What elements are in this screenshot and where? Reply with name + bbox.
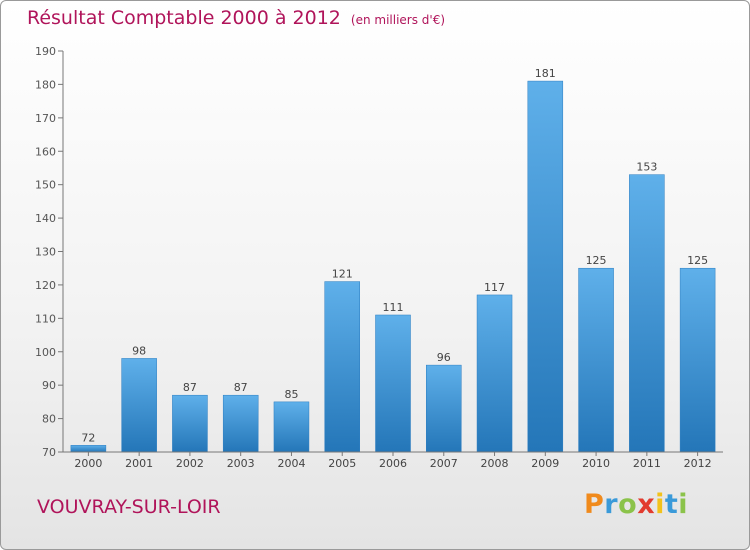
bar-2010 xyxy=(578,267,614,453)
x-axis: 2000 2001 2002 2003 2004 2005 2006 2007 2008 2009… xyxy=(63,451,723,470)
bar-2001 xyxy=(121,358,157,453)
y-tick-label: 150 xyxy=(35,179,56,192)
x-tick-label-2003: 2003 xyxy=(227,457,255,470)
x-tick-label-2004: 2004 xyxy=(277,457,305,470)
chart-title: Résultat Comptable 2000 à 2012 (en millie… xyxy=(27,7,445,29)
chart-unit: (en milliers d'€) xyxy=(350,13,446,27)
data-label-2004: 85 xyxy=(284,388,298,401)
bar-2004 xyxy=(273,401,310,453)
bar-2003 xyxy=(222,394,259,453)
proxiti-logo: Proxiti xyxy=(584,489,689,520)
y-tick-label: 140 xyxy=(35,212,56,225)
data-label-2011: 153 xyxy=(636,161,657,174)
bar-2012 xyxy=(679,267,716,453)
y-tick-label: 130 xyxy=(35,246,56,259)
data-label-2002: 87 xyxy=(183,381,197,394)
bar-2006 xyxy=(375,314,411,453)
y-tick-label: 90 xyxy=(42,379,56,392)
bar-2008 xyxy=(476,294,513,453)
x-tick-label-2011: 2011 xyxy=(633,457,661,470)
data-label-2006: 111 xyxy=(383,301,404,314)
commune-name: VOUVRAY-SUR-LOIR xyxy=(37,496,221,518)
data-label-2008: 117 xyxy=(484,281,505,294)
y-tick-label: 70 xyxy=(42,446,56,459)
x-tick-label-2010: 2010 xyxy=(582,457,610,470)
x-tick-label-2008: 2008 xyxy=(481,457,509,470)
x-tick-label-2001: 2001 xyxy=(125,457,153,470)
bar-2000 xyxy=(70,445,107,453)
y-tick-label: 170 xyxy=(35,112,56,125)
x-tick-label-2002: 2002 xyxy=(176,457,204,470)
x-tick-label-2005: 2005 xyxy=(328,457,356,470)
x-tick-label-2007: 2007 xyxy=(430,457,458,470)
y-tick-label: 160 xyxy=(35,145,56,158)
data-label-2010: 125 xyxy=(586,254,607,267)
data-label-2007: 96 xyxy=(437,351,451,364)
x-tick-label-2009: 2009 xyxy=(531,457,559,470)
data-label-2001: 98 xyxy=(132,344,146,357)
bar-2002 xyxy=(172,394,208,453)
y-tick-label: 100 xyxy=(35,346,56,359)
data-label-2005: 121 xyxy=(332,268,353,281)
y-tick-label: 180 xyxy=(35,78,56,91)
bar-2011 xyxy=(629,174,665,453)
y-tick-label: 120 xyxy=(35,279,56,292)
data-label-2009: 181 xyxy=(535,67,556,80)
x-tick-label-2012: 2012 xyxy=(684,457,712,470)
bar-2009 xyxy=(527,80,564,453)
data-label-2000: 72 xyxy=(81,431,95,444)
chart-title-text: Résultat Comptable 2000 à 2012 xyxy=(27,7,341,29)
data-label-2003: 87 xyxy=(234,381,248,394)
x-tick-label-2000: 2000 xyxy=(74,457,102,470)
bars: 72 98 87 87 85 121 111 96 117 181 125 153 125 xyxy=(70,67,716,453)
x-tick-label-2006: 2006 xyxy=(379,457,407,470)
bar-2007 xyxy=(426,364,462,453)
data-label-2012: 125 xyxy=(687,254,708,267)
y-axis: 70 80 90 100 110 120 130 140 150 160 170 180 190 xyxy=(35,45,64,459)
y-tick-label: 80 xyxy=(42,413,56,426)
y-tick-label: 190 xyxy=(35,45,56,58)
bar-2005 xyxy=(324,281,360,453)
y-tick-label: 110 xyxy=(35,312,56,325)
